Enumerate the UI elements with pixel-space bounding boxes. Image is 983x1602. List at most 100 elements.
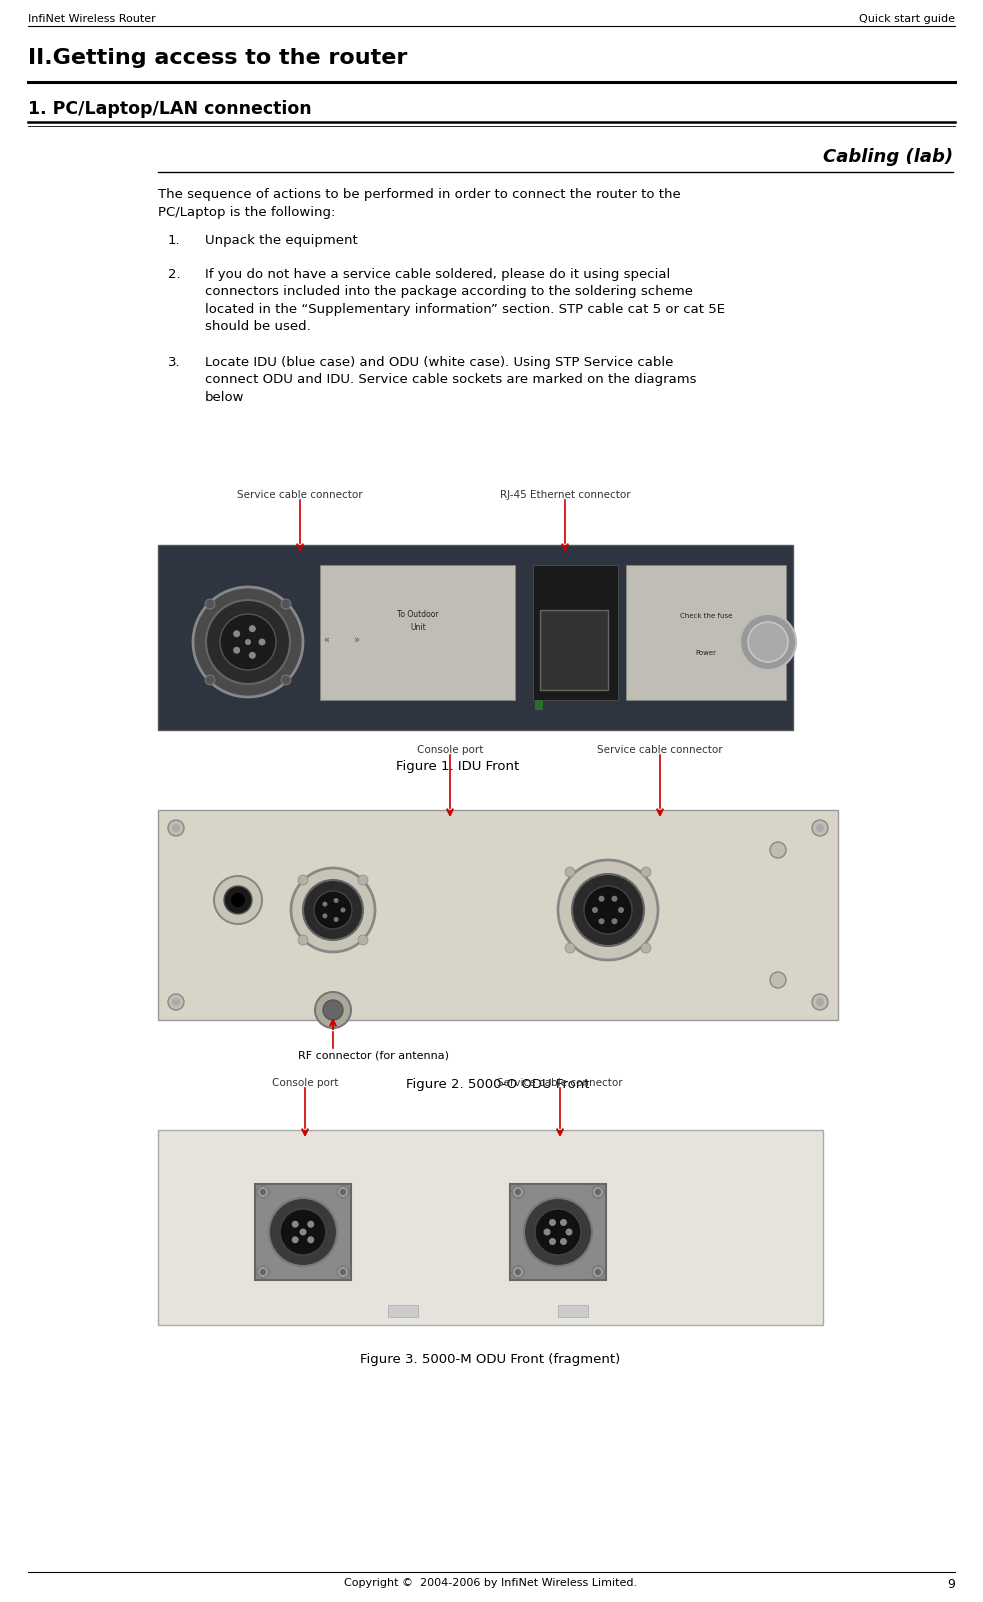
Circle shape	[812, 993, 828, 1009]
Text: Locate IDU (blue case) and ODU (white case). Using STP Service cable: Locate IDU (blue case) and ODU (white ca…	[205, 356, 673, 368]
Circle shape	[572, 875, 644, 947]
Circle shape	[748, 622, 788, 662]
Circle shape	[281, 674, 291, 686]
Circle shape	[259, 639, 265, 646]
Circle shape	[322, 913, 327, 918]
Circle shape	[233, 630, 240, 638]
Bar	[255, 1184, 351, 1280]
Circle shape	[641, 944, 651, 953]
Text: Service cable connector: Service cable connector	[237, 490, 363, 500]
Circle shape	[592, 1266, 604, 1278]
Text: Service cable connector: Service cable connector	[598, 745, 723, 755]
Circle shape	[560, 1219, 567, 1226]
Circle shape	[515, 1189, 521, 1195]
Bar	[158, 811, 838, 1020]
Text: To Outdoor: To Outdoor	[397, 610, 438, 618]
Circle shape	[280, 1210, 326, 1254]
Circle shape	[249, 652, 256, 658]
Text: Console port: Console port	[417, 745, 484, 755]
Text: Check the fuse: Check the fuse	[680, 614, 732, 618]
Text: Unit: Unit	[410, 623, 426, 633]
Circle shape	[512, 1185, 524, 1198]
Bar	[158, 1129, 823, 1325]
Bar	[558, 1306, 588, 1317]
Text: Quick start guide: Quick start guide	[859, 14, 955, 24]
Circle shape	[816, 998, 824, 1006]
Text: located in the “Supplementary information” section. STP cable cat 5 or cat 5E: located in the “Supplementary informatio…	[205, 303, 725, 316]
Bar	[388, 1306, 418, 1317]
Text: Figure 1. IDU Front: Figure 1. IDU Front	[396, 759, 520, 774]
Circle shape	[599, 896, 605, 902]
Text: should be used.: should be used.	[205, 320, 311, 333]
Circle shape	[206, 601, 290, 684]
Text: The sequence of actions to be performed in order to connect the router to the: The sequence of actions to be performed …	[158, 187, 681, 200]
Circle shape	[291, 868, 375, 952]
Text: 9: 9	[948, 1578, 955, 1591]
Bar	[540, 610, 608, 690]
Circle shape	[260, 1269, 266, 1275]
Text: RJ-45 Ethernet connector: RJ-45 Ethernet connector	[499, 490, 630, 500]
Bar	[320, 566, 515, 700]
Circle shape	[565, 867, 575, 876]
Circle shape	[565, 944, 575, 953]
Circle shape	[340, 1189, 346, 1195]
Circle shape	[193, 586, 303, 697]
Text: connectors included into the package according to the soldering scheme: connectors included into the package acc…	[205, 285, 693, 298]
Text: Console port: Console port	[272, 1078, 338, 1088]
Circle shape	[314, 891, 352, 929]
Bar	[158, 545, 793, 731]
Text: InfiNet Wireless Router: InfiNet Wireless Router	[28, 14, 155, 24]
Text: Power: Power	[696, 650, 717, 655]
Circle shape	[544, 1229, 550, 1235]
Circle shape	[168, 820, 184, 836]
Circle shape	[565, 1229, 572, 1235]
Circle shape	[298, 875, 308, 884]
Circle shape	[172, 998, 180, 1006]
Text: 1. PC/Laptop/LAN connection: 1. PC/Laptop/LAN connection	[28, 99, 312, 119]
Circle shape	[303, 879, 363, 940]
Bar	[533, 566, 618, 700]
Circle shape	[535, 1210, 581, 1254]
Circle shape	[308, 1221, 315, 1227]
Text: Service cable connector: Service cable connector	[497, 1078, 623, 1088]
Text: below: below	[205, 391, 245, 404]
Circle shape	[770, 843, 786, 859]
Text: If you do not have a service cable soldered, please do it using special: If you do not have a service cable solde…	[205, 268, 670, 280]
Circle shape	[558, 860, 658, 960]
Circle shape	[292, 1237, 299, 1243]
Circle shape	[172, 823, 180, 831]
Bar	[626, 566, 786, 700]
Circle shape	[595, 1269, 601, 1275]
Circle shape	[233, 647, 240, 654]
Circle shape	[337, 1266, 349, 1278]
Circle shape	[641, 867, 651, 876]
Text: «: «	[323, 634, 329, 646]
Circle shape	[592, 1185, 604, 1198]
Circle shape	[205, 599, 215, 609]
Circle shape	[611, 918, 617, 924]
Circle shape	[816, 823, 824, 831]
Circle shape	[300, 1229, 307, 1235]
Circle shape	[224, 886, 252, 915]
Circle shape	[333, 899, 338, 904]
Text: II.Getting access to the router: II.Getting access to the router	[28, 48, 407, 67]
Circle shape	[340, 1269, 346, 1275]
Circle shape	[322, 902, 327, 907]
Circle shape	[512, 1266, 524, 1278]
Circle shape	[292, 1221, 299, 1227]
Circle shape	[812, 820, 828, 836]
Circle shape	[358, 875, 368, 884]
Circle shape	[549, 1219, 556, 1226]
Circle shape	[269, 1198, 337, 1266]
Text: 1.: 1.	[168, 234, 181, 247]
Circle shape	[549, 1238, 556, 1245]
Circle shape	[231, 892, 245, 907]
Circle shape	[337, 1185, 349, 1198]
Circle shape	[245, 639, 251, 646]
Bar	[510, 1184, 606, 1280]
Circle shape	[584, 886, 632, 934]
Text: RF connector (for antenna): RF connector (for antenna)	[298, 1049, 449, 1061]
Circle shape	[340, 907, 345, 913]
Circle shape	[358, 936, 368, 945]
Circle shape	[323, 1000, 343, 1020]
